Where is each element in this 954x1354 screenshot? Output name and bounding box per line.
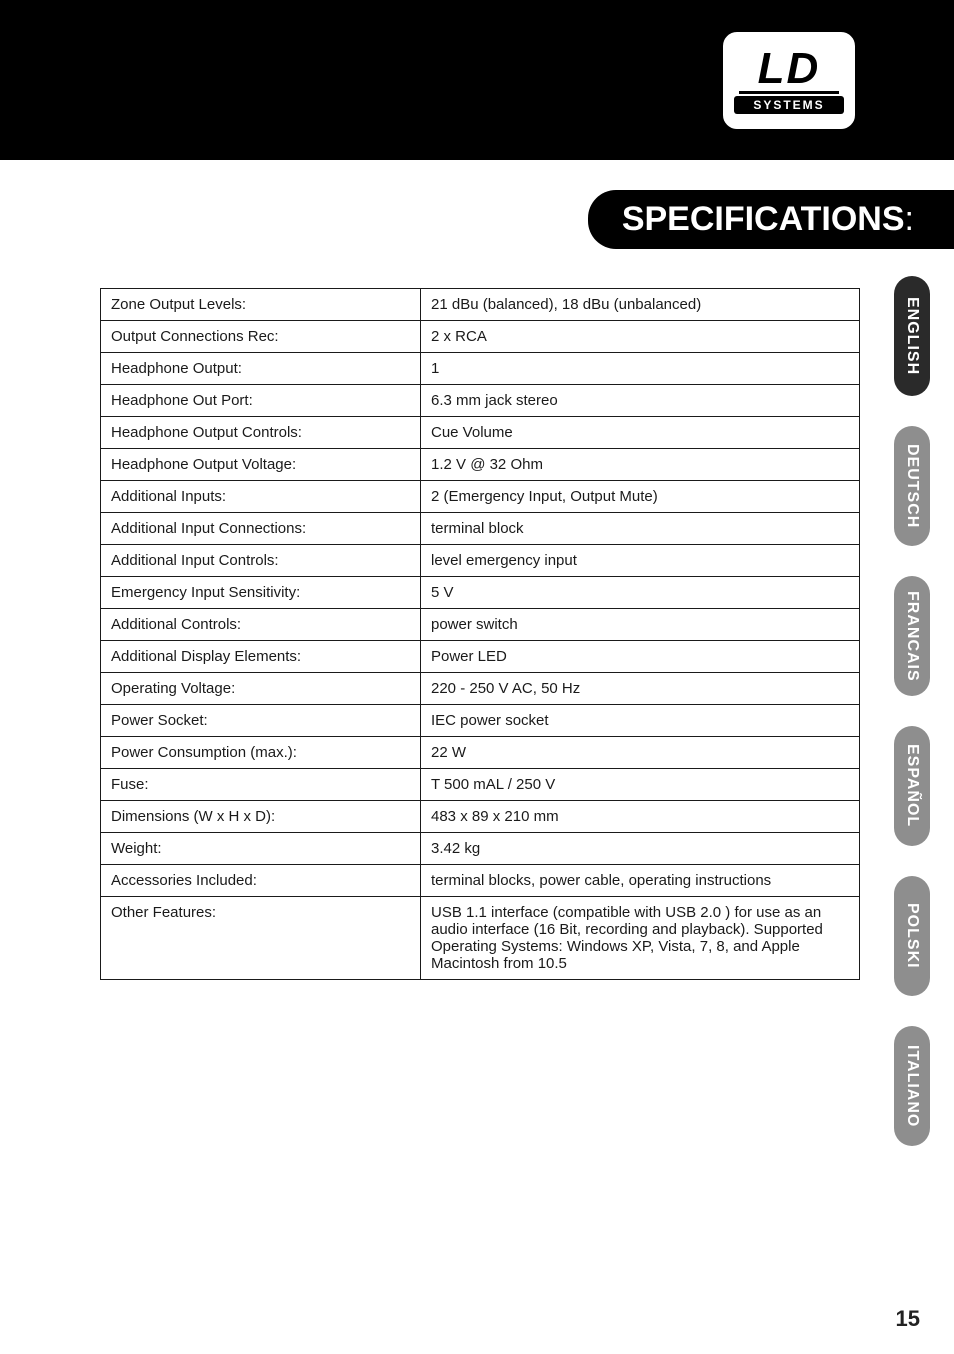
spec-table: Zone Output Levels:21 dBu (balanced), 18… bbox=[100, 288, 860, 980]
spec-key: Other Features: bbox=[101, 897, 421, 980]
spec-value: Power LED bbox=[421, 641, 860, 673]
table-row: Additional Inputs:2 (Emergency Input, Ou… bbox=[101, 481, 860, 513]
spec-value: 6.3 mm jack stereo bbox=[421, 385, 860, 417]
spec-value: 220 - 250 V AC, 50 Hz bbox=[421, 673, 860, 705]
spec-value: Cue Volume bbox=[421, 417, 860, 449]
spec-key: Output Connections Rec: bbox=[101, 321, 421, 353]
language-tab[interactable]: ENGLISH bbox=[894, 276, 930, 396]
spec-value: 21 dBu (balanced), 18 dBu (unbalanced) bbox=[421, 289, 860, 321]
language-tab[interactable]: FRANCAIS bbox=[894, 576, 930, 696]
spec-value: level emergency input bbox=[421, 545, 860, 577]
spec-key: Headphone Out Port: bbox=[101, 385, 421, 417]
language-tab-label: ENGLISH bbox=[903, 297, 921, 375]
table-row: Fuse:T 500 mAL / 250 V bbox=[101, 769, 860, 801]
section-title-text: SPECIFICATIONS bbox=[622, 200, 905, 238]
spec-value: IEC power socket bbox=[421, 705, 860, 737]
table-row: Other Features:USB 1.1 interface (compat… bbox=[101, 897, 860, 980]
spec-key: Additional Inputs: bbox=[101, 481, 421, 513]
table-row: Accessories Included:terminal blocks, po… bbox=[101, 865, 860, 897]
page-number: 15 bbox=[896, 1306, 920, 1332]
spec-key: Fuse: bbox=[101, 769, 421, 801]
spec-key: Weight: bbox=[101, 833, 421, 865]
spec-key: Accessories Included: bbox=[101, 865, 421, 897]
language-tab-label: ITALIANO bbox=[903, 1045, 921, 1127]
spec-value: T 500 mAL / 250 V bbox=[421, 769, 860, 801]
table-row: Additional Display Elements:Power LED bbox=[101, 641, 860, 673]
section-title-colon: : bbox=[905, 200, 914, 238]
page: LD SYSTEMS SPECIFICATIONS: Zone Output L… bbox=[0, 0, 954, 1354]
spec-key: Power Consumption (max.): bbox=[101, 737, 421, 769]
brand-logo: LD SYSTEMS bbox=[719, 28, 859, 133]
table-row: Headphone Output Voltage:1.2 V @ 32 Ohm bbox=[101, 449, 860, 481]
table-row: Headphone Output Controls:Cue Volume bbox=[101, 417, 860, 449]
spec-key: Additional Controls: bbox=[101, 609, 421, 641]
spec-key: Headphone Output Controls: bbox=[101, 417, 421, 449]
spec-value: 2 x RCA bbox=[421, 321, 860, 353]
spec-value: 3.42 kg bbox=[421, 833, 860, 865]
table-row: Power Socket:IEC power socket bbox=[101, 705, 860, 737]
spec-key: Operating Voltage: bbox=[101, 673, 421, 705]
table-row: Output Connections Rec:2 x RCA bbox=[101, 321, 860, 353]
spec-key: Additional Input Connections: bbox=[101, 513, 421, 545]
table-row: Additional Controls:power switch bbox=[101, 609, 860, 641]
table-row: Headphone Out Port:6.3 mm jack stereo bbox=[101, 385, 860, 417]
spec-value: 2 (Emergency Input, Output Mute) bbox=[421, 481, 860, 513]
table-row: Additional Input Connections:terminal bl… bbox=[101, 513, 860, 545]
spec-key: Emergency Input Sensitivity: bbox=[101, 577, 421, 609]
table-row: Zone Output Levels:21 dBu (balanced), 18… bbox=[101, 289, 860, 321]
spec-key: Additional Display Elements: bbox=[101, 641, 421, 673]
brand-logo-sub: SYSTEMS bbox=[734, 96, 844, 114]
table-row: Operating Voltage:220 - 250 V AC, 50 Hz bbox=[101, 673, 860, 705]
language-tab-label: FRANCAIS bbox=[903, 591, 921, 682]
table-row: Power Consumption (max.):22 W bbox=[101, 737, 860, 769]
language-tab[interactable]: ESPAÑOL bbox=[894, 726, 930, 846]
spec-value: terminal block bbox=[421, 513, 860, 545]
language-tab[interactable]: DEUTSCH bbox=[894, 426, 930, 546]
brand-logo-underline bbox=[739, 91, 839, 94]
spec-key: Zone Output Levels: bbox=[101, 289, 421, 321]
language-rail: ENGLISH DEUTSCH FRANCAIS ESPAÑOL POLSKI ITALI… bbox=[894, 276, 930, 1146]
spec-value: terminal blocks, power cable, operating … bbox=[421, 865, 860, 897]
spec-value: 1 bbox=[421, 353, 860, 385]
brand-logo-text: LD bbox=[758, 47, 821, 91]
table-row: Emergency Input Sensitivity:5 V bbox=[101, 577, 860, 609]
table-row: Weight:3.42 kg bbox=[101, 833, 860, 865]
language-tab-label: POLSKI bbox=[903, 903, 921, 969]
language-tab-label: DEUTSCH bbox=[903, 444, 921, 528]
language-tab-label: ESPAÑOL bbox=[903, 744, 921, 827]
table-row: Headphone Output:1 bbox=[101, 353, 860, 385]
spec-value: 483 x 89 x 210 mm bbox=[421, 801, 860, 833]
table-row: Dimensions (W x H x D):483 x 89 x 210 mm bbox=[101, 801, 860, 833]
spec-key: Power Socket: bbox=[101, 705, 421, 737]
spec-key: Headphone Output: bbox=[101, 353, 421, 385]
language-tab[interactable]: POLSKI bbox=[894, 876, 930, 996]
spec-table-body: Zone Output Levels:21 dBu (balanced), 18… bbox=[101, 289, 860, 980]
section-title: SPECIFICATIONS: bbox=[588, 190, 954, 249]
spec-value: 5 V bbox=[421, 577, 860, 609]
spec-value: 22 W bbox=[421, 737, 860, 769]
spec-value: power switch bbox=[421, 609, 860, 641]
spec-key: Dimensions (W x H x D): bbox=[101, 801, 421, 833]
spec-key: Additional Input Controls: bbox=[101, 545, 421, 577]
spec-key: Headphone Output Voltage: bbox=[101, 449, 421, 481]
table-row: Additional Input Controls:level emergenc… bbox=[101, 545, 860, 577]
language-tab[interactable]: ITALIANO bbox=[894, 1026, 930, 1146]
spec-value: 1.2 V @ 32 Ohm bbox=[421, 449, 860, 481]
spec-value: USB 1.1 interface (compatible with USB 2… bbox=[421, 897, 860, 980]
